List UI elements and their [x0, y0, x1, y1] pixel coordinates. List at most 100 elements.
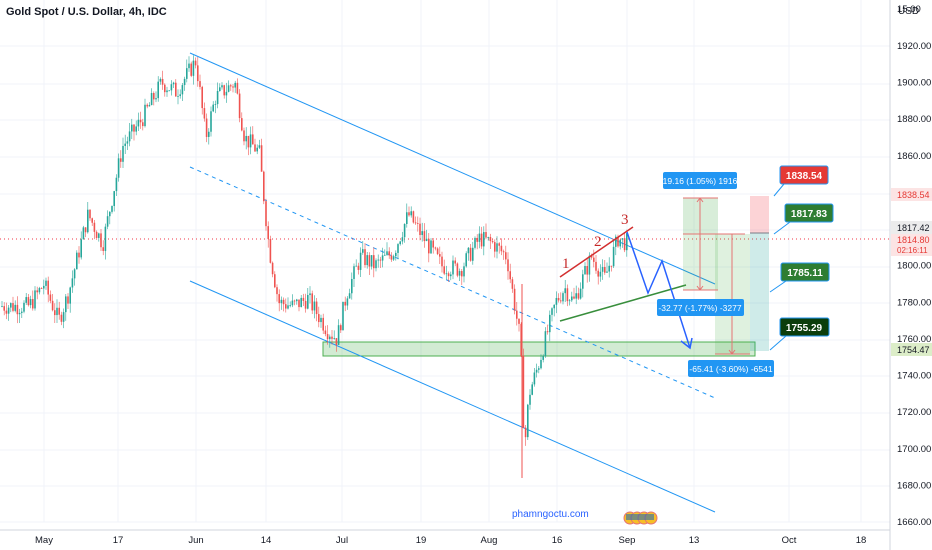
- price-axis-label: 1760.00: [897, 334, 931, 345]
- candle-body: [170, 84, 173, 91]
- wave-labels: 1 2 3: [562, 212, 629, 272]
- candle-body: [590, 255, 593, 258]
- callout-1817[interactable]: 1817.83: [773, 203, 834, 235]
- candle-body: [498, 243, 500, 246]
- event-flags[interactable]: [623, 511, 658, 525]
- candle-body: [78, 252, 80, 258]
- candle-body: [76, 252, 78, 270]
- candle-body: [302, 297, 305, 301]
- candle-body: [368, 255, 371, 267]
- price-axis-label: 1740.00: [897, 371, 931, 382]
- candle-body: [480, 233, 483, 247]
- candle-body: [263, 171, 265, 202]
- candle-body: [298, 299, 300, 308]
- candle-body: [568, 300, 571, 302]
- position-stop-zone[interactable]: [750, 196, 769, 233]
- candle-body: [56, 307, 58, 316]
- candle-body: [159, 78, 162, 82]
- candle-body: [183, 78, 186, 86]
- candle-body: [49, 294, 52, 301]
- candle-body: [62, 312, 65, 322]
- candle-body: [216, 91, 219, 105]
- currency-unit: USD: [898, 6, 920, 17]
- candle-body: [595, 261, 597, 271]
- candle-body: [428, 238, 430, 254]
- candle-body: [417, 223, 419, 224]
- candle-body: [447, 273, 450, 277]
- price-axis-label-partial: 15.00: [897, 4, 921, 15]
- candle-body: [390, 255, 393, 260]
- candle-body: [597, 270, 599, 277]
- candle-body: [100, 233, 102, 248]
- triangle-pattern[interactable]: [559, 226, 687, 322]
- price-tag-1754: 1754.47: [891, 343, 932, 356]
- candle-body: [309, 293, 311, 296]
- candle-body: [392, 256, 395, 260]
- price-axis-label: 1680.00: [897, 480, 931, 491]
- candle-body: [315, 301, 318, 315]
- candle-body: [282, 299, 285, 305]
- position-target-zone[interactable]: [750, 233, 769, 351]
- candle-body: [236, 82, 239, 94]
- support-zone[interactable]: [322, 341, 756, 357]
- candle-body: [414, 222, 417, 224]
- channel-upper-line: [189, 52, 716, 285]
- candle-body: [555, 297, 558, 305]
- candle-body: [73, 269, 76, 279]
- candle-body: [599, 271, 602, 277]
- callout-1838[interactable]: 1838.54: [773, 165, 829, 197]
- candle-body: [381, 255, 384, 261]
- candle-body: [434, 247, 437, 249]
- candle-body: [340, 325, 342, 331]
- candle-body: [287, 305, 289, 309]
- candle-body: [98, 233, 100, 238]
- candle-body: [82, 227, 85, 240]
- candle-body: [5, 310, 8, 314]
- price-axis[interactable]: 1920.001900.001880.001860.001840.001820.…: [897, 4, 931, 528]
- candle-body: [87, 209, 89, 233]
- candle-body: [452, 260, 454, 275]
- candle-body: [397, 244, 399, 253]
- candle-body: [199, 81, 201, 87]
- candle-body: [469, 247, 472, 261]
- candle-body: [43, 285, 45, 289]
- svg-text:1785.11: 1785.11: [787, 268, 823, 279]
- candle-body: [494, 242, 496, 252]
- candle-body: [562, 293, 564, 302]
- candle-body: [14, 304, 16, 311]
- candle-body: [353, 266, 355, 279]
- candle-body: [214, 104, 217, 105]
- candle-body: [465, 253, 467, 267]
- callout-1785[interactable]: 1785.11: [769, 262, 830, 293]
- candle-body: [164, 84, 166, 93]
- candle-body: [524, 427, 527, 438]
- wave-label-2: 2: [594, 234, 602, 250]
- candle-body: [610, 265, 613, 267]
- measure-down1-label-bg: [657, 299, 744, 316]
- candle-body: [113, 191, 115, 207]
- svg-text:1838.54: 1838.54: [897, 190, 930, 200]
- candle-body: [153, 93, 155, 100]
- candle-body: [51, 300, 54, 311]
- candle-body: [124, 143, 126, 146]
- candle-body: [109, 211, 111, 217]
- candle-body: [311, 293, 313, 311]
- time-axis[interactable]: May 17 Jun 14 Jul 19 Aug 16 Sep 13 Oct 18: [35, 535, 866, 546]
- candle-body: [626, 233, 628, 251]
- candle-body: [60, 314, 63, 322]
- candle-body: [201, 86, 203, 109]
- measure-up-label-bg: [663, 172, 737, 189]
- descending-channel[interactable]: [189, 52, 716, 513]
- candle-body: [18, 312, 21, 315]
- callout-1755[interactable]: 1755.29: [769, 317, 830, 351]
- candle-body: [95, 231, 98, 238]
- candle-body: [36, 290, 38, 293]
- candle-body: [454, 260, 456, 264]
- svg-text:1755.29: 1755.29: [786, 323, 823, 334]
- candle-body: [604, 267, 606, 273]
- candle-body: [212, 104, 214, 112]
- candle-body: [386, 251, 388, 255]
- candle-body: [410, 211, 412, 216]
- wave-label-1: 1: [562, 256, 570, 272]
